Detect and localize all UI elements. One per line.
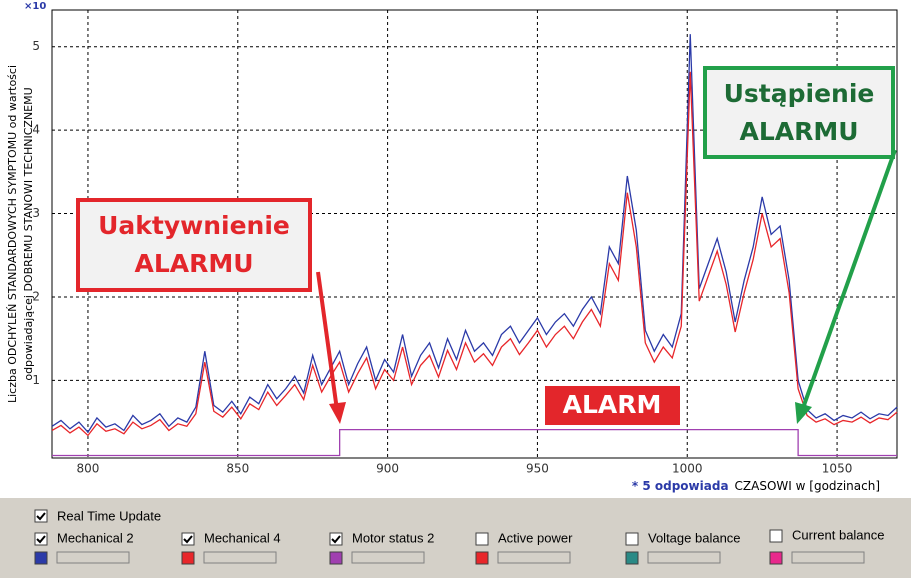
- color-button[interactable]: [647, 551, 721, 564]
- y-tick-label: 3: [32, 206, 40, 220]
- checkbox-label: Real Time Update: [57, 508, 161, 523]
- color-button[interactable]: [351, 551, 425, 564]
- y-axis-title: Liczba ODCHYLEŃ STANDARDOWYCH SYMPTOMU o…: [6, 65, 19, 403]
- legend-label: Voltage balance: [648, 530, 741, 545]
- checkbox[interactable]: [34, 532, 48, 546]
- y-axis-title: odpowiadającej DOBREMU STANOWI TECHNICZN…: [22, 87, 35, 380]
- clearance-label: Ustąpienie: [724, 79, 875, 108]
- legend-label: Mechanical 2: [57, 530, 134, 545]
- legend-label: Motor status 2: [352, 530, 434, 545]
- activation-arrow: [316, 271, 339, 411]
- x-note-part: * 5 odpowiada: [632, 479, 729, 493]
- x-tick-label: 1050: [822, 462, 853, 476]
- x-tick-label: 800: [77, 462, 100, 476]
- clearance-arrow: [801, 149, 897, 409]
- clearance-box: [703, 66, 895, 159]
- alarm-label: ALARM: [563, 390, 662, 419]
- legend-swatch: [329, 551, 343, 565]
- x-tick-label: 850: [226, 462, 249, 476]
- color-button[interactable]: [791, 551, 865, 564]
- checkbox[interactable]: [34, 509, 48, 523]
- alarm-box: [545, 386, 680, 425]
- y-tick-label: 2: [32, 289, 40, 303]
- arrow-head: [795, 402, 812, 424]
- arrow-head: [329, 402, 346, 424]
- check-mark: [331, 535, 341, 544]
- checkbox[interactable]: [181, 532, 195, 546]
- y-tick-label: 1: [32, 373, 40, 387]
- check-mark: [36, 535, 46, 544]
- activation-label: Uaktywnienie: [98, 211, 290, 240]
- checkbox[interactable]: [769, 529, 783, 543]
- activation-label: ALARMU: [134, 249, 253, 278]
- series-line: [52, 428, 897, 457]
- check-mark: [36, 512, 46, 521]
- x-axis-note: * 5 odpowiada CZASOWI w [godzinach]: [632, 479, 880, 493]
- x-note-part: CZASOWI w [godzinach]: [735, 479, 880, 493]
- legend-swatch: [625, 551, 639, 565]
- color-button[interactable]: [497, 551, 571, 564]
- check-mark: [183, 535, 193, 544]
- x-tick-label: 900: [376, 462, 399, 476]
- legend-label: Current balance: [792, 527, 885, 542]
- legend-swatch: [34, 551, 48, 565]
- legend-swatch: [769, 551, 783, 565]
- checkbox[interactable]: [329, 532, 343, 546]
- series-line: [51, 71, 898, 437]
- series-line: [51, 34, 898, 434]
- x-tick-label: 950: [526, 462, 549, 476]
- control-panel: [0, 498, 911, 578]
- y-tick-label: 4: [32, 123, 40, 137]
- legend-label: Mechanical 4: [204, 530, 281, 545]
- checkbox[interactable]: [475, 532, 489, 546]
- y-multiplier: ×10: [24, 1, 46, 12]
- activation-box: [76, 198, 312, 292]
- clearance-label: ALARMU: [739, 117, 858, 146]
- color-button[interactable]: [56, 551, 130, 564]
- legend-label: Active power: [498, 530, 573, 545]
- legend-swatch: [181, 551, 195, 565]
- checkbox[interactable]: [625, 532, 639, 546]
- color-button[interactable]: [203, 551, 277, 564]
- legend-swatch: [475, 551, 489, 565]
- y-tick-label: 5: [32, 39, 40, 53]
- x-tick-label: 1000: [672, 462, 703, 476]
